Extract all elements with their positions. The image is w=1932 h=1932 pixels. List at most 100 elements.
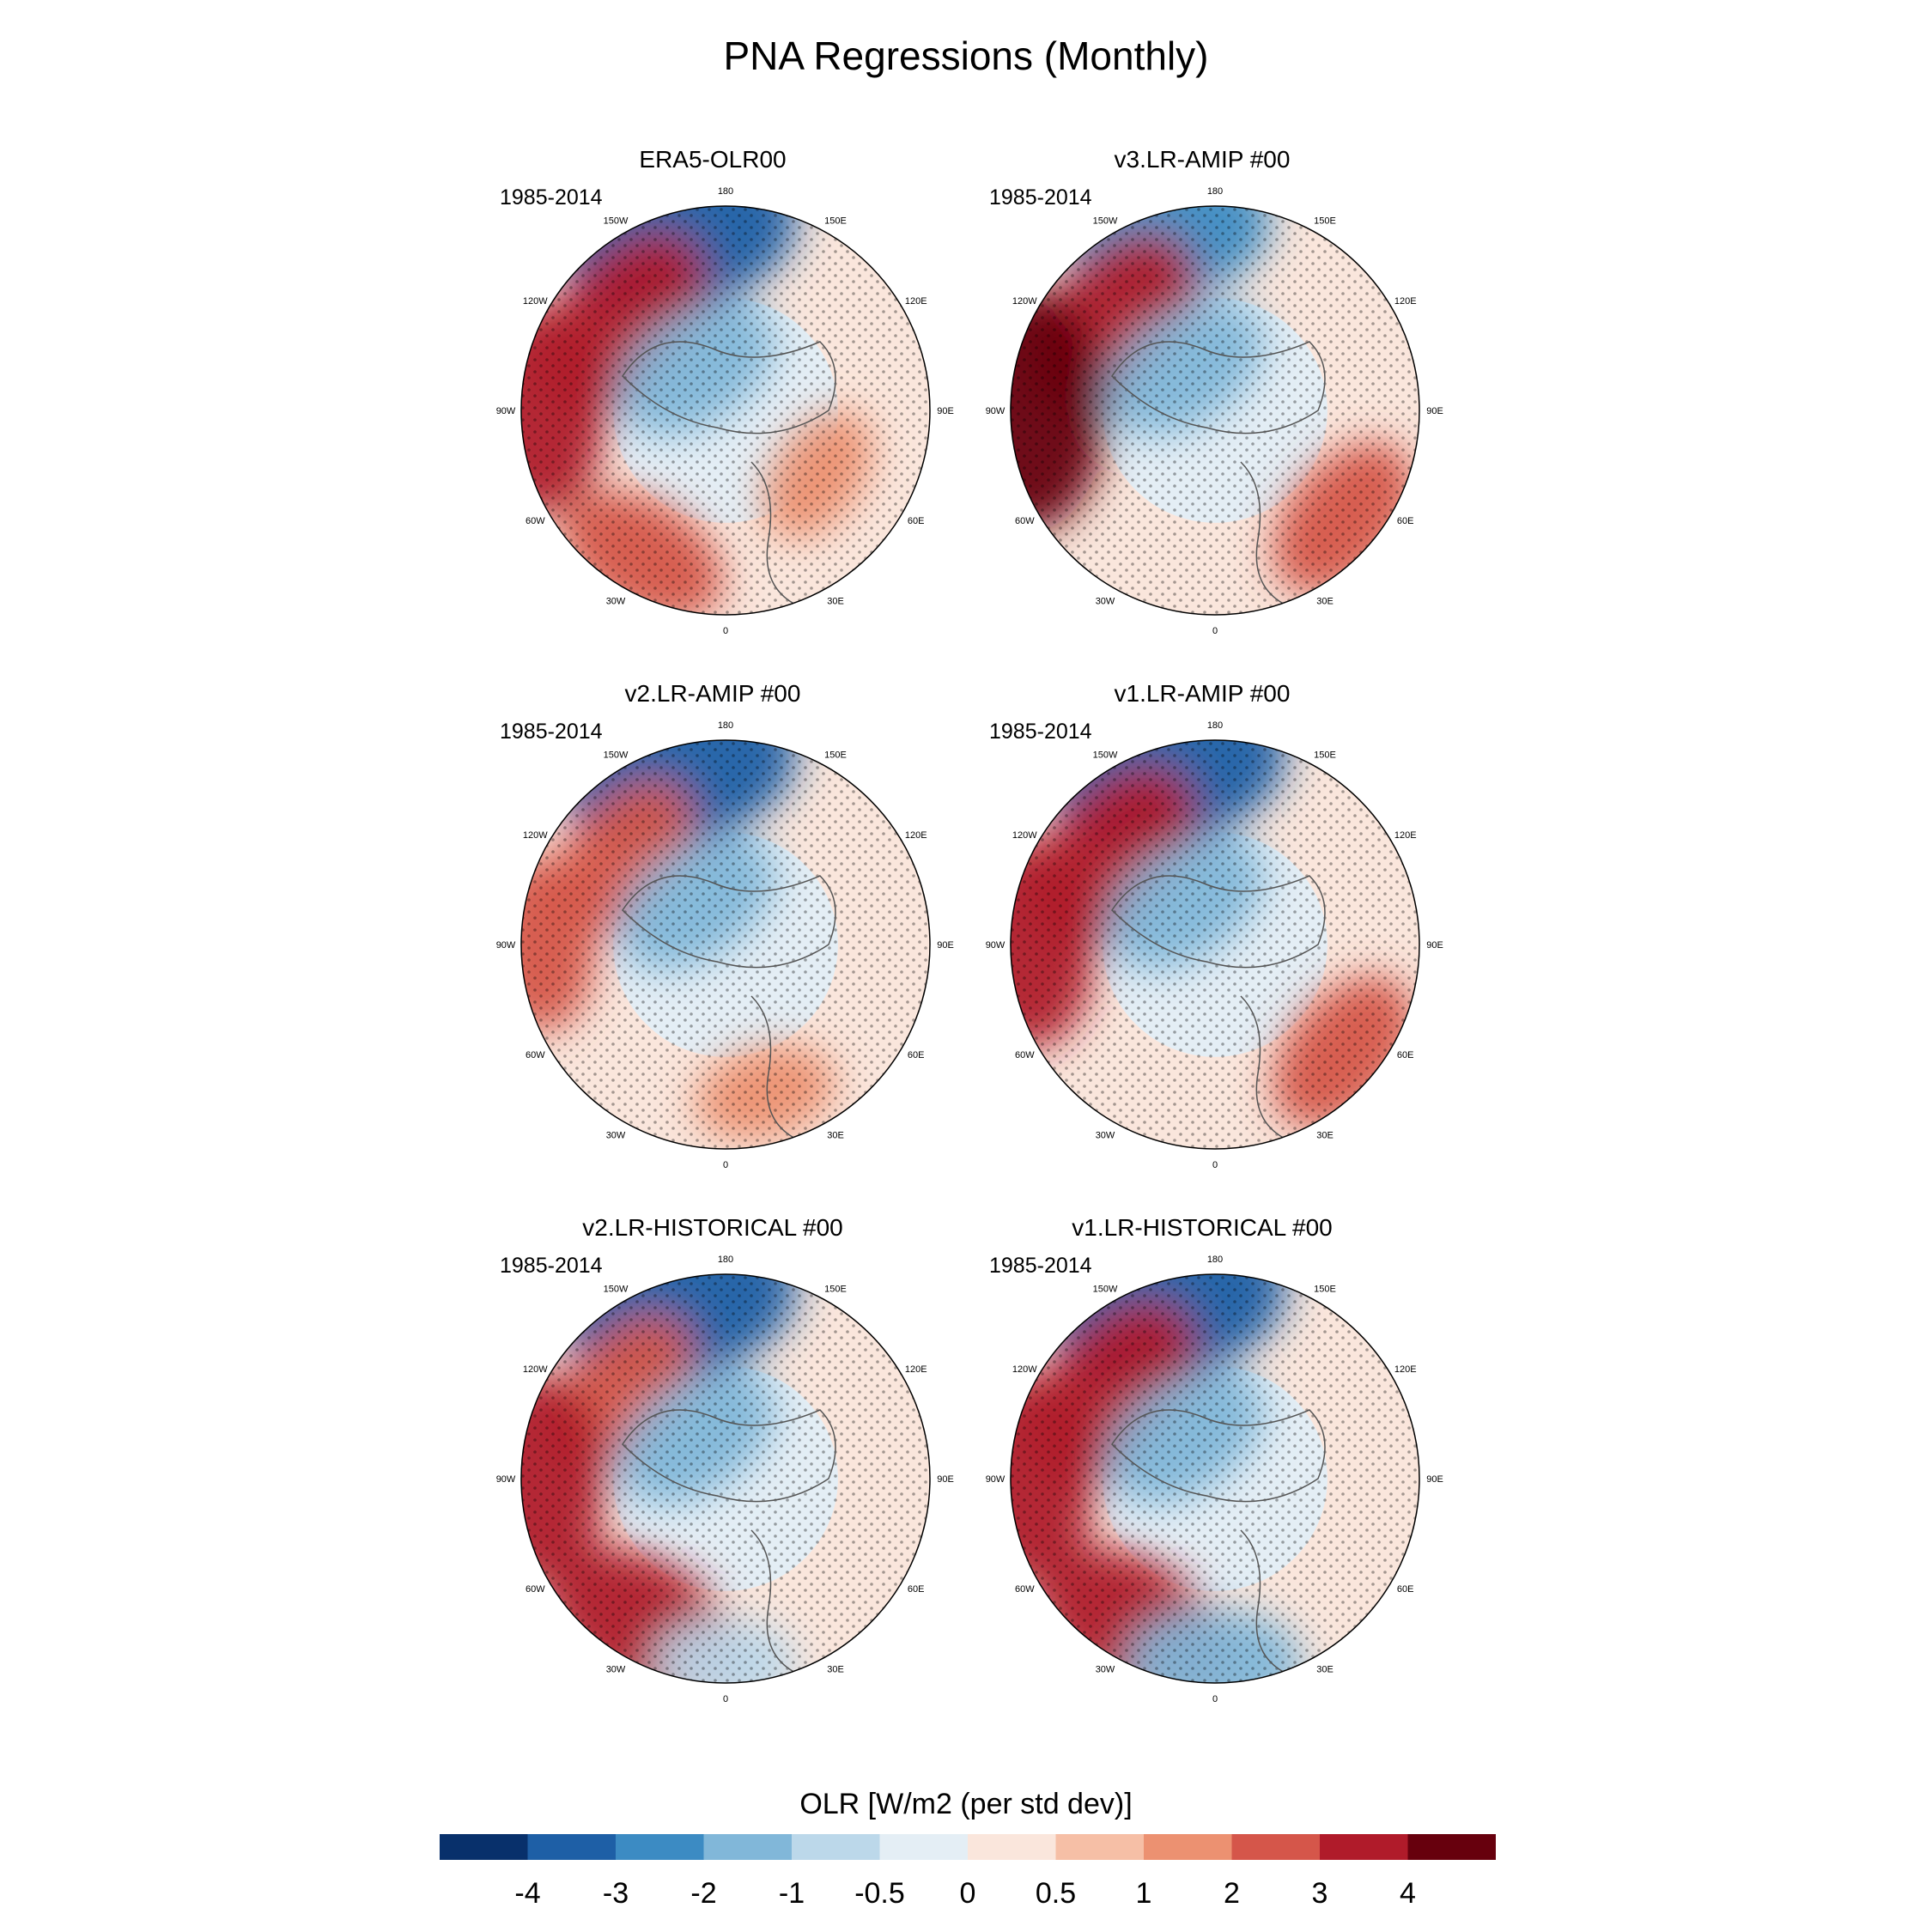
colorbar: -4 -3 -2 -1 -0.5 0 0.5 1 2 3 4 [440, 1834, 1496, 1910]
panel-period: 1985-2014 [500, 1254, 603, 1278]
map-boundary [1010, 739, 1420, 1150]
map-field [1011, 740, 1419, 1149]
chart-title: PNA Regressions (Monthly) [723, 33, 1209, 78]
longitude-label: 150E [1314, 216, 1336, 226]
map-panel: ERA5-OLR00 1985-2014 180 150E 120E 90E 60E 30E 0… [489, 146, 954, 636]
coastline [1111, 341, 1326, 434]
longitude-label: 60E [908, 1050, 925, 1060]
longitude-label: 150E [824, 216, 847, 226]
longitude-label: 0 [1212, 626, 1218, 636]
coastline [622, 875, 836, 969]
longitude-label: 180 [1207, 1255, 1223, 1265]
longitude-label: 0 [1212, 1160, 1218, 1170]
coastline [1240, 1529, 1293, 1677]
longitude-label: 120E [905, 1364, 927, 1375]
longitude-label: 30E [1316, 1131, 1334, 1141]
colorbar-tick-label: -0.5 [854, 1877, 905, 1910]
longitude-label: 90E [937, 940, 954, 951]
longitude-label: 30E [1316, 597, 1334, 607]
panel-title: v2.LR-HISTORICAL #00 [582, 1214, 843, 1241]
longitude-label: 60E [1397, 1584, 1414, 1595]
colorbar-tick-label: 4 [1400, 1877, 1416, 1910]
longitude-label: 60W [1015, 1050, 1035, 1060]
longitude-label: 60W [1015, 516, 1035, 526]
colorbar-swatch [879, 1834, 968, 1860]
longitude-label: 60W [526, 516, 545, 526]
longitude-label: 30E [827, 1665, 844, 1675]
map-panel: v2.LR-HISTORICAL #00 1985-2014 180 150E 120E… [489, 1214, 954, 1704]
significance-stippling [521, 1274, 930, 1683]
colorbar-tick-label: 3 [1312, 1877, 1328, 1910]
colorbar-swatch [616, 1834, 704, 1860]
coastline [622, 341, 836, 434]
longitude-label: 150W [1093, 216, 1118, 226]
polar-map: 180 150E 120E 90E 60E 30E 0 30W 60W 90W 120W 150W [496, 720, 954, 1170]
significance-stippling [1011, 740, 1419, 1149]
longitude-label: 60W [526, 1584, 545, 1595]
coastline [1240, 995, 1293, 1143]
longitude-label: 120W [523, 296, 548, 307]
colorbar-swatch [703, 1834, 792, 1860]
map-boundary [520, 739, 931, 1150]
colorbar-swatch [1055, 1834, 1144, 1860]
map-panel: v1.LR-HISTORICAL #00 1985-2014 180 150E 120E… [979, 1214, 1443, 1704]
coastline [750, 995, 804, 1143]
coastline [1240, 461, 1293, 609]
longitude-label: 120E [905, 296, 927, 307]
panel-period: 1985-2014 [500, 185, 603, 210]
longitude-label: 150E [824, 1284, 847, 1294]
map-panel: v2.LR-AMIP #00 1985-2014 180 150E 120E 90E 60E… [489, 680, 954, 1170]
colorbar-tick-label: 0.5 [1036, 1877, 1076, 1910]
longitude-label: 180 [1207, 720, 1223, 731]
map-field [1011, 1274, 1419, 1683]
panel-title: v1.LR-HISTORICAL #00 [1072, 1214, 1333, 1241]
map-boundary [1010, 1273, 1420, 1684]
longitude-label: 90E [1426, 1474, 1443, 1485]
coastline [1111, 875, 1326, 969]
longitude-label: 150E [1314, 1284, 1336, 1294]
map-boundary [520, 205, 931, 616]
colorbar-tick-label: 0 [960, 1877, 976, 1910]
longitude-label: 150W [1093, 1284, 1118, 1294]
longitude-label: 180 [1207, 186, 1223, 197]
longitude-label: 150W [604, 1284, 629, 1294]
longitude-label: 0 [1212, 1694, 1218, 1704]
colorbar-tick-label: -4 [514, 1877, 540, 1910]
panel-title: v1.LR-AMIP #00 [1114, 680, 1291, 707]
polar-map: 180 150E 120E 90E 60E 30E 0 30W 60W 90W 120W 150W [496, 186, 954, 636]
longitude-label: 150W [1093, 750, 1118, 760]
map-field [521, 740, 930, 1149]
longitude-label: 120W [1012, 830, 1037, 841]
longitude-label: 120E [1394, 296, 1417, 307]
longitude-label: 120E [905, 830, 927, 841]
longitude-label: 150W [604, 216, 629, 226]
longitude-label: 180 [718, 1255, 733, 1265]
polar-map: 180 150E 120E 90E 60E 30E 0 30W 60W 90W 120W 150W [986, 186, 1443, 636]
colorbar-tick-label: -2 [690, 1877, 716, 1910]
polar-map: 180 150E 120E 90E 60E 30E 0 30W 60W 90W 120W 150W [986, 1255, 1443, 1704]
longitude-label: 60E [1397, 1050, 1414, 1060]
colorbar-tick-label: 1 [1136, 1877, 1152, 1910]
longitude-label: 90E [1426, 406, 1443, 416]
longitude-label: 60E [908, 516, 925, 526]
colorbar-tick-label: 2 [1224, 1877, 1240, 1910]
longitude-label: 120W [523, 1364, 548, 1375]
significance-stippling [521, 740, 930, 1149]
colorbar-swatch [527, 1834, 616, 1860]
panel-title: v3.LR-AMIP #00 [1114, 146, 1291, 173]
colorbar-title: OLR [W/m2 (per std dev)] [799, 1788, 1133, 1820]
colorbar-tick-label: -3 [603, 1877, 629, 1910]
longitude-label: 90W [986, 1474, 1005, 1485]
longitude-label: 60W [526, 1050, 545, 1060]
longitude-label: 180 [718, 720, 733, 731]
panel-period: 1985-2014 [989, 720, 1092, 744]
longitude-label: 30W [606, 1131, 626, 1141]
longitude-label: 90W [496, 1474, 516, 1485]
significance-stippling [521, 206, 930, 615]
longitude-label: 30W [1096, 1665, 1115, 1675]
colorbar-swatch [1231, 1834, 1320, 1860]
coastline [750, 1529, 804, 1677]
longitude-label: 90W [986, 940, 1005, 951]
map-boundary [1010, 205, 1420, 616]
longitude-label: 30W [1096, 1131, 1115, 1141]
